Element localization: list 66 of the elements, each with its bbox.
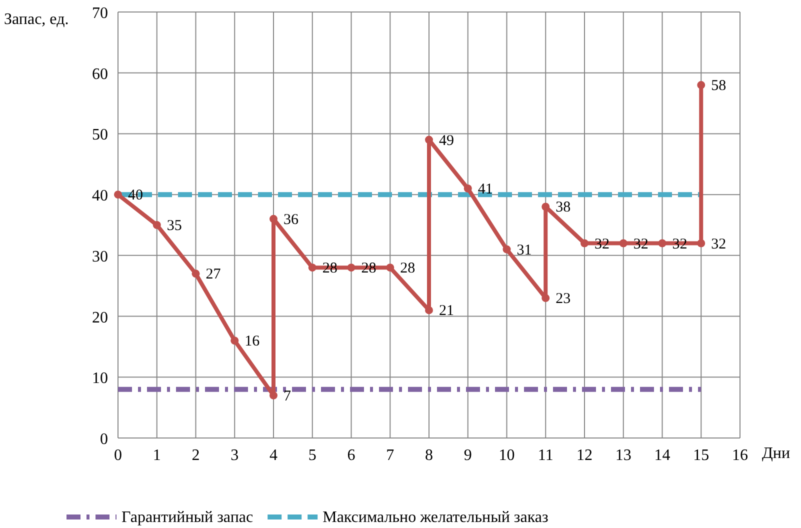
data-label: 36	[284, 212, 299, 228]
x-tick-label: 13	[615, 447, 632, 464]
y-tick-label: 70	[92, 5, 108, 22]
point	[386, 264, 394, 272]
data-label: 16	[244, 334, 260, 350]
x-tick-label: 8	[425, 447, 433, 464]
data-label: 21	[439, 303, 454, 320]
data-label: 7	[284, 388, 292, 404]
x-axis-title: Дни	[762, 445, 790, 462]
data-label: 31	[516, 242, 532, 258]
x-tick-label: 15	[693, 447, 710, 464]
data-label: 38	[556, 200, 571, 216]
x-tick-label: 4	[270, 447, 278, 464]
x-tick-label: 6	[347, 447, 356, 464]
y-tick-label: 30	[92, 248, 108, 266]
point	[658, 239, 666, 248]
point	[425, 306, 433, 314]
x-tick-label: 1	[152, 447, 161, 464]
x-tick-label: 10	[498, 447, 515, 464]
data-label: 28	[400, 260, 416, 277]
point	[230, 336, 239, 345]
point	[425, 136, 433, 144]
point	[542, 294, 550, 302]
point	[114, 190, 122, 199]
point	[619, 239, 628, 248]
x-tick-label: 11	[538, 447, 554, 464]
x-tick-label: 9	[464, 447, 472, 464]
point	[347, 264, 356, 272]
data-label: 40	[128, 188, 143, 204]
x-tick-label: 12	[576, 447, 592, 464]
point	[697, 81, 706, 90]
point	[502, 245, 511, 254]
y-tick-label: 50	[92, 126, 108, 144]
data-label: 23	[556, 291, 571, 308]
data-label: 32	[672, 236, 688, 252]
x-tick-label: 16	[732, 447, 748, 464]
point	[270, 214, 278, 223]
point	[152, 221, 161, 229]
point	[192, 270, 200, 278]
y-axis-title: Запас, ед.	[4, 11, 69, 28]
x-tick-label: 0	[114, 447, 122, 464]
point	[542, 202, 550, 211]
y-tick-label: 60	[92, 66, 108, 83]
point	[697, 239, 706, 248]
x-tick-label: 5	[308, 447, 316, 464]
point	[580, 239, 588, 248]
point	[464, 184, 472, 192]
y-tick-label: 40	[92, 188, 108, 205]
data-label: 32	[633, 236, 648, 252]
x-tick-label: 7	[386, 447, 394, 464]
point	[308, 264, 316, 272]
data-label: 32	[594, 236, 610, 252]
data-label: 27	[206, 266, 222, 283]
data-label: 49	[439, 132, 454, 149]
point	[270, 391, 278, 400]
x-tick-label: 14	[654, 447, 670, 464]
y-tick-label: 10	[92, 370, 108, 388]
x-tick-label: 3	[230, 447, 239, 464]
y-tick-label: 0	[100, 431, 108, 448]
data-label: 32	[711, 236, 726, 252]
y-tick-label: 20	[92, 309, 108, 326]
legend-label: Гарантийный запас	[122, 509, 254, 526]
data-label: 35	[166, 218, 182, 234]
data-label: 58	[711, 78, 726, 94]
legend-label: Максимально желательный заказ	[322, 509, 548, 526]
x-tick-label: 2	[192, 447, 200, 464]
